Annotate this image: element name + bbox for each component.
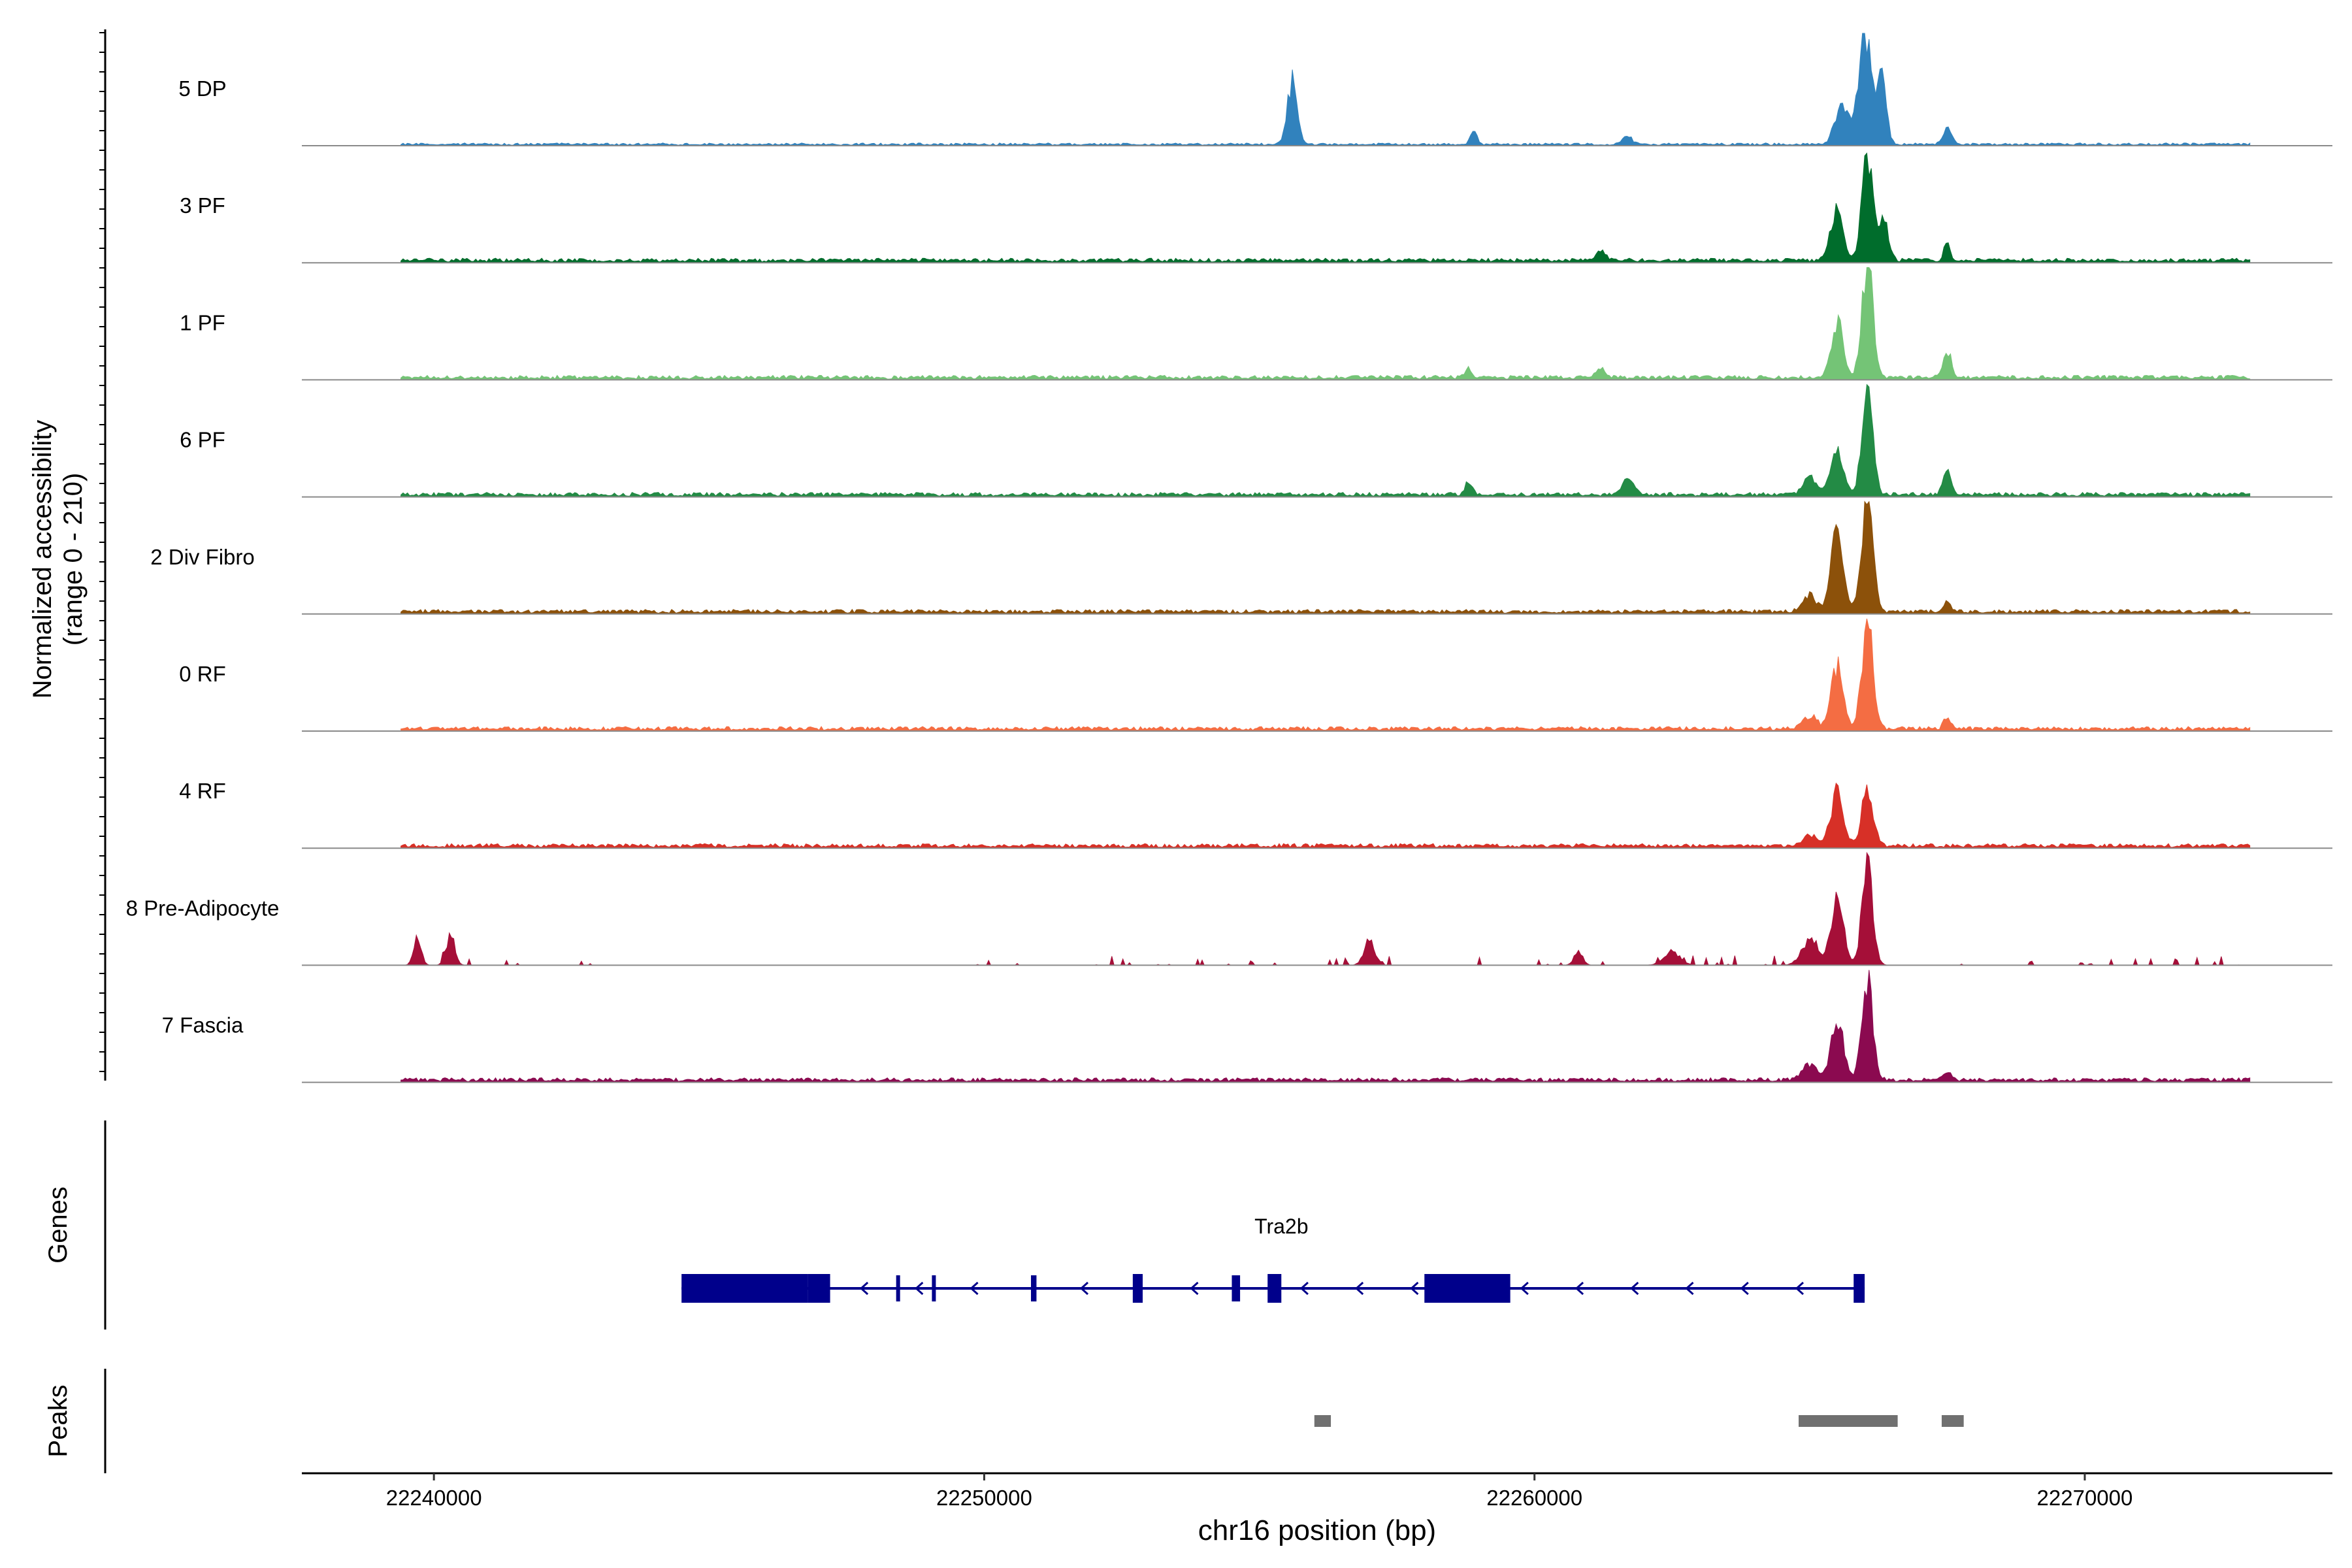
peak-region: [1314, 1415, 1331, 1427]
x-axis-label: chr16 position (bp): [1198, 1514, 1436, 1546]
strand-arrow: [1520, 1281, 1529, 1296]
gene-exon: [1267, 1274, 1282, 1303]
coverage-track: 5 DP: [178, 33, 2332, 146]
x-tick-label: 22270000: [2037, 1486, 2133, 1510]
coverage-area: [400, 851, 2250, 966]
track-label: 2 Div Fibro: [150, 545, 255, 569]
coverage-track: 6 PF: [180, 384, 2332, 498]
coverage-track: 2 Div Fibro: [150, 500, 2332, 615]
peak-regions: [1314, 1415, 1964, 1427]
coverage-area: [400, 618, 2251, 732]
gene-exon: [932, 1275, 936, 1301]
gene-model-tra2b: [681, 1274, 1865, 1303]
track-label: 1 PF: [180, 310, 225, 335]
strand-arrow: [1685, 1281, 1694, 1296]
strand-arrow: [970, 1281, 979, 1296]
track-label: 4 RF: [179, 779, 226, 803]
track-label: 0 RF: [179, 662, 226, 686]
coverage-area: [400, 267, 2251, 380]
coverage-area: [400, 782, 2251, 849]
x-tick-label: 22240000: [386, 1486, 482, 1510]
gene-exon: [681, 1274, 808, 1303]
coverage-tracks: 5 DP 3 PF 1 PF 6 PF 2 Div Fibro 0 RF 4 RF 8 Pre…: [126, 33, 2332, 1083]
strand-arrow: [859, 1281, 869, 1296]
strand-arrow: [1740, 1281, 1749, 1296]
coverage-area: [400, 970, 2251, 1083]
strand-arrow: [1795, 1281, 1804, 1296]
track-label: 6 PF: [180, 428, 225, 452]
coverage-track: 3 PF: [180, 152, 2332, 264]
coverage-track: 4 RF: [179, 779, 2332, 849]
peak-region: [1941, 1415, 1964, 1427]
track-label: 3 PF: [180, 193, 225, 218]
gene-exon: [1132, 1274, 1143, 1303]
coverage-area: [400, 500, 2251, 615]
coverage-track: 1 PF: [180, 267, 2332, 381]
strand-arrow: [915, 1281, 924, 1296]
gene-exon: [1232, 1275, 1241, 1301]
coverage-area: [400, 152, 2251, 263]
strand-arrow: [1354, 1281, 1364, 1296]
x-tick-label: 22260000: [1486, 1486, 1582, 1510]
strand-arrow: [1630, 1281, 1639, 1296]
gene-exon: [808, 1274, 830, 1303]
gene-name-label: Tra2b: [1254, 1215, 1308, 1238]
strand-arrow: [1299, 1281, 1309, 1296]
track-label: 7 Fascia: [162, 1013, 244, 1037]
peaks-panel-label: Peaks: [44, 1384, 73, 1457]
gene-exon: [896, 1275, 900, 1301]
y-axis-label-line1: Normalized accessibility: [28, 420, 57, 699]
gene-exon: [1854, 1274, 1865, 1303]
x-tick-label: 22250000: [936, 1486, 1032, 1510]
track-label: 8 Pre-Adipocyte: [126, 896, 280, 920]
strand-arrow: [1410, 1281, 1419, 1296]
gene-exon: [1424, 1274, 1511, 1303]
coverage-track: 8 Pre-Adipocyte: [126, 851, 2332, 966]
coverage-track: 0 RF: [179, 618, 2332, 732]
strand-arrow: [1575, 1281, 1584, 1296]
y-axis-label-line2: (range 0 - 210): [59, 473, 88, 646]
strand-arrow: [1190, 1281, 1199, 1296]
gene-exon: [1031, 1275, 1037, 1301]
coverage-area: [400, 33, 2251, 146]
coverage-track: 7 Fascia: [162, 970, 2332, 1083]
genes-panel-label: Genes: [44, 1186, 73, 1264]
strand-arrow: [1079, 1281, 1089, 1296]
coverage-area: [400, 384, 2251, 498]
coverage-y-ticks: [99, 32, 105, 1072]
track-label: 5 DP: [178, 76, 226, 101]
x-axis-ticks: 22240000 22250000 22260000 22270000: [386, 1473, 2133, 1510]
peak-region: [1798, 1415, 1898, 1427]
